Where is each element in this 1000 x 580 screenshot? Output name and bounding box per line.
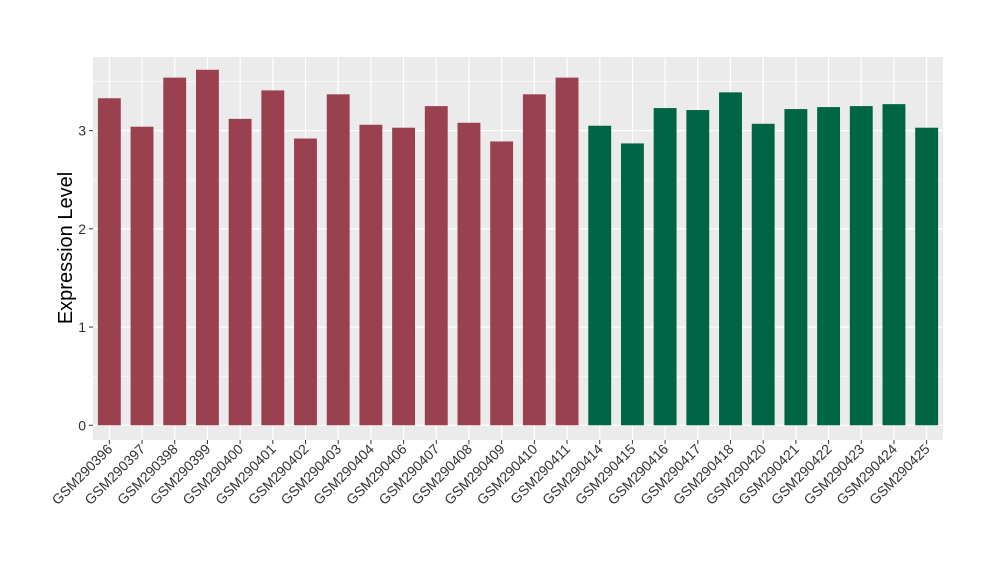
y-tick-label: 1 [78, 319, 86, 335]
bar [555, 77, 579, 426]
bar [817, 107, 841, 426]
bar [294, 138, 317, 426]
bar [588, 125, 612, 426]
bars [97, 69, 939, 426]
bar [424, 106, 448, 426]
bar [359, 124, 383, 426]
bar [228, 118, 252, 426]
y-axis-title: Expression Level [55, 172, 77, 324]
bar [849, 106, 873, 426]
bar [751, 123, 775, 426]
bar [392, 127, 416, 426]
bar [653, 108, 677, 426]
bar [686, 110, 710, 426]
y-tick-label: 2 [78, 221, 86, 237]
y-axis: 0 1 2 3 [78, 123, 93, 433]
bar [882, 104, 906, 426]
x-axis: GSM290396GSM290397GSM290398GSM290399GSM2… [49, 440, 933, 508]
bar [522, 94, 546, 426]
bar [97, 98, 121, 426]
bar [130, 126, 154, 426]
bar [490, 141, 514, 426]
bar [163, 77, 187, 426]
y-tick-label: 3 [78, 123, 86, 139]
bar [620, 143, 644, 426]
bar [457, 122, 481, 426]
plot-panel [93, 57, 943, 440]
bar [915, 127, 939, 426]
bar [719, 92, 742, 426]
y-tick-label: 0 [78, 417, 86, 433]
bar [195, 69, 219, 426]
bar [326, 94, 350, 426]
bar [784, 109, 808, 426]
bar [261, 90, 285, 426]
